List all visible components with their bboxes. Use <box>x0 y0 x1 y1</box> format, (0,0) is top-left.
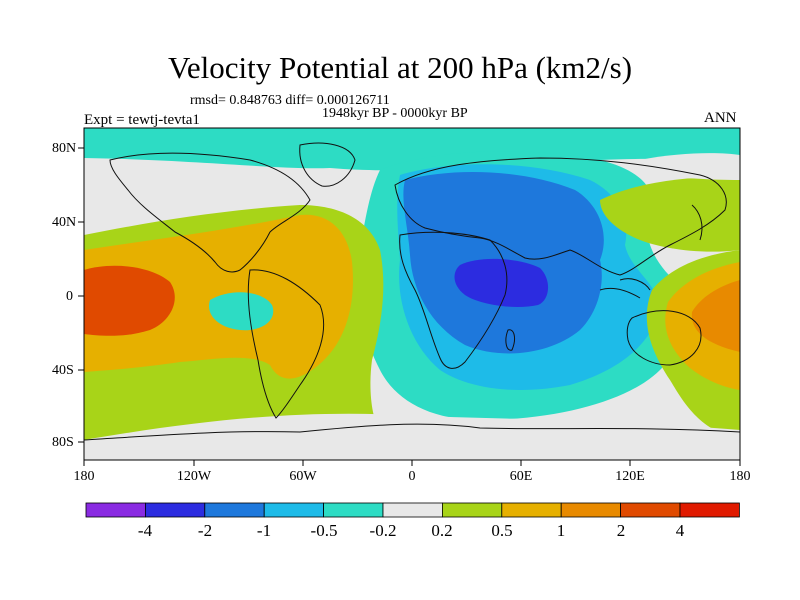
colorbar-swatch <box>263 502 325 518</box>
colorbar-swatch <box>144 502 206 518</box>
lon-label-180w: 180 <box>73 469 95 484</box>
colorbar-swatch <box>204 502 265 518</box>
experiment-label: Expt = tewtj-tevta1 <box>84 112 200 128</box>
axis-ticks <box>78 147 741 466</box>
colorbar-label: -1 <box>256 521 272 540</box>
colorbar-swatch <box>323 502 384 518</box>
colorbar-label: -0.2 <box>369 521 397 540</box>
lat-label-40s: 40S <box>52 363 74 378</box>
colorbar-label: 2 <box>616 521 626 540</box>
season-label: ANN <box>704 110 737 126</box>
lat-label-eq: 0 <box>66 289 73 304</box>
coastlines <box>84 142 740 441</box>
lon-label-120e: 120E <box>615 469 645 484</box>
rmsd-diff-stats: rmsd= 0.848763 diff= 0.000126711 <box>190 93 390 108</box>
lat-label-40n: 40N <box>52 215 77 230</box>
lat-label-80s: 80S <box>52 435 74 450</box>
lon-label-180e: 180 <box>729 469 751 484</box>
colorbar-label: 0.2 <box>431 521 453 540</box>
colorbar-label: 1 <box>556 521 566 540</box>
lat-label-80n: 80N <box>52 141 77 156</box>
colorbar-label: 4 <box>675 521 685 540</box>
colorbar-swatch <box>560 502 622 518</box>
colorbar <box>85 502 740 518</box>
colorbar-label: -2 <box>197 521 213 540</box>
colorbar-swatch <box>382 502 443 518</box>
colorbar-swatch <box>679 502 740 518</box>
colorbar-label: 0.5 <box>491 521 513 540</box>
map-title: Velocity Potential at 200 hPa (km2/s) <box>167 50 633 85</box>
lon-label-60e: 60E <box>509 469 533 484</box>
colorbar-swatch <box>441 502 503 518</box>
colorbar-label: -0.5 <box>310 521 338 540</box>
colorbar-label: -4 <box>137 521 153 540</box>
lon-label-120w: 120W <box>176 469 212 484</box>
contour-fill <box>84 128 740 460</box>
colorbar-swatch <box>501 502 562 518</box>
colorbar-swatch <box>85 502 146 518</box>
period-subtitle: 1948kyr BP - 0000kyr BP <box>322 106 468 121</box>
colorbar-swatch <box>620 502 681 518</box>
lon-label-0: 0 <box>408 469 416 484</box>
lon-label-60w: 60W <box>289 469 317 484</box>
